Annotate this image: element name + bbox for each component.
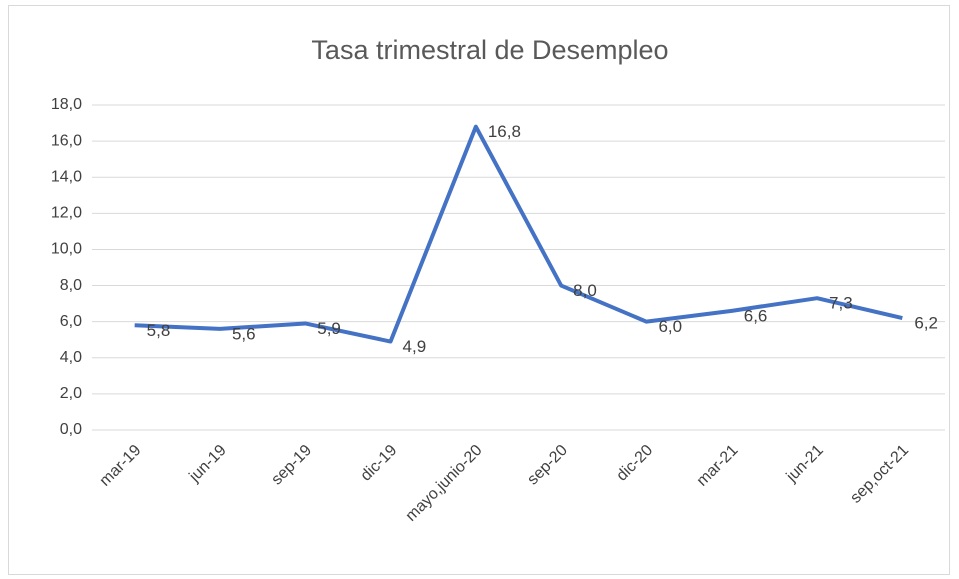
data-label: 6,0 [658, 317, 682, 336]
data-label: 5,6 [232, 324, 256, 343]
y-tick-label: 0,0 [60, 421, 82, 438]
data-label: 6,6 [744, 306, 768, 325]
data-label: 5,8 [147, 321, 171, 340]
data-label: 7,3 [829, 294, 853, 313]
y-tick-label: 2,0 [60, 385, 82, 402]
y-tick-label: 12,0 [51, 205, 82, 222]
data-label: 16,8 [488, 122, 521, 141]
line [134, 124, 903, 344]
y-tick-label: 14,0 [51, 168, 82, 185]
y-tick-label: 10,0 [51, 241, 82, 258]
chart-border [8, 5, 950, 575]
y-tick-label: 6,0 [60, 313, 82, 330]
data-label: 6,2 [914, 314, 938, 333]
y-tick-label: 4,0 [60, 349, 82, 366]
data-label: 4,9 [403, 337, 427, 356]
y-tick-label: 16,0 [51, 132, 82, 149]
y-tick-label: 18,0 [51, 96, 82, 113]
data-label: 8,0 [573, 281, 597, 300]
data-label: 5,9 [317, 319, 341, 338]
chart-title: Tasa trimestral de Desempleo [311, 35, 668, 65]
y-tick-label: 8,0 [60, 277, 82, 294]
